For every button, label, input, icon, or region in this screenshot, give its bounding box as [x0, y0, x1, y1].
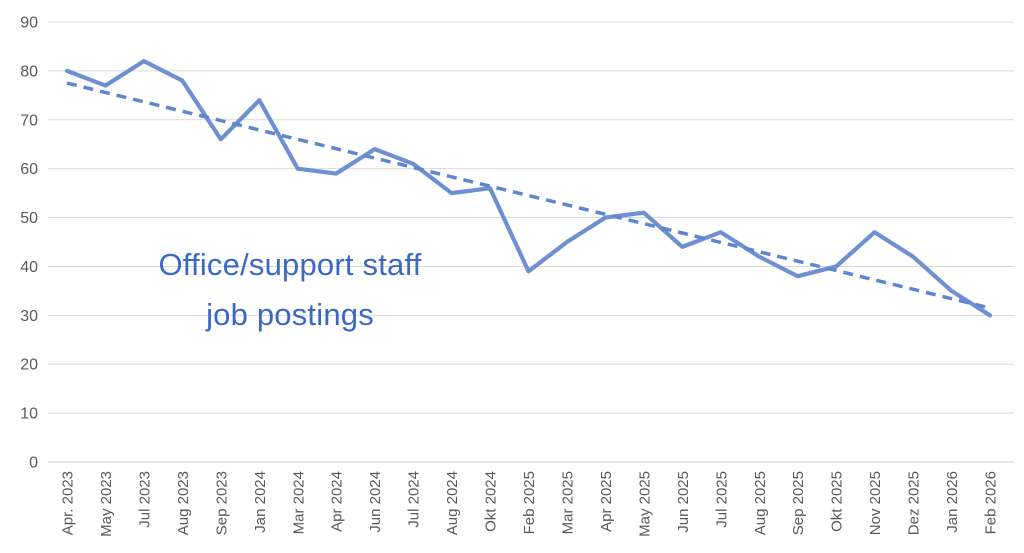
y-tick-label: 10 — [20, 406, 38, 423]
x-tick-label: Apr 2025 — [598, 471, 615, 532]
x-tick-label: Feb 2025 — [521, 471, 538, 534]
x-tick-label: Sep 2025 — [790, 471, 807, 535]
x-tick-label: Okt 2024 — [483, 471, 500, 532]
annotation-line-1: Office/support staff — [158, 247, 422, 282]
x-tick-label: Jul 2025 — [713, 471, 730, 528]
y-tick-label: 50 — [20, 210, 38, 227]
x-tick-label: Nov 2025 — [867, 471, 884, 535]
y-tick-label: 20 — [20, 357, 38, 374]
x-tick-label: Mar 2025 — [559, 471, 576, 534]
x-tick-label: May 2025 — [636, 471, 653, 537]
x-tick-label: Sep 2023 — [213, 471, 230, 535]
x-tick-label: Jan 2026 — [944, 471, 961, 533]
chart-annotation: Office/support staff job postings — [95, 240, 485, 340]
x-tick-label: Mar 2024 — [290, 471, 307, 534]
annotation-line-2: job postings — [206, 297, 374, 332]
x-tick-label: Aug 2023 — [175, 471, 192, 535]
x-tick-label: Okt 2025 — [829, 471, 846, 532]
x-tick-label: Dez 2025 — [906, 471, 923, 535]
x-tick-label: Apr. 2023 — [60, 471, 77, 535]
y-tick-label: 40 — [20, 259, 38, 276]
x-tick-label: Apr 2024 — [329, 471, 346, 532]
x-tick-label: Jul 2023 — [136, 471, 153, 528]
x-tick-label: Feb 2026 — [983, 471, 1000, 534]
trendline — [66, 81, 991, 310]
y-tick-label: 90 — [20, 15, 38, 32]
y-tick-label: 30 — [20, 308, 38, 325]
x-tick-label: Jan 2024 — [252, 471, 269, 533]
x-tick-label: May 2023 — [98, 471, 115, 537]
y-tick-label: 0 — [29, 455, 38, 472]
data-series-line — [64, 59, 993, 318]
x-tick-label: Aug 2025 — [752, 471, 769, 535]
y-tick-label: 70 — [20, 112, 38, 129]
y-tick-label: 80 — [20, 63, 38, 80]
x-tick-label: Jun 2024 — [367, 471, 384, 533]
y-tick-label: 60 — [20, 161, 38, 178]
x-tick-label: Aug 2024 — [444, 471, 461, 535]
x-tick-label: Jul 2024 — [406, 471, 423, 528]
x-tick-label: Jun 2025 — [675, 471, 692, 533]
